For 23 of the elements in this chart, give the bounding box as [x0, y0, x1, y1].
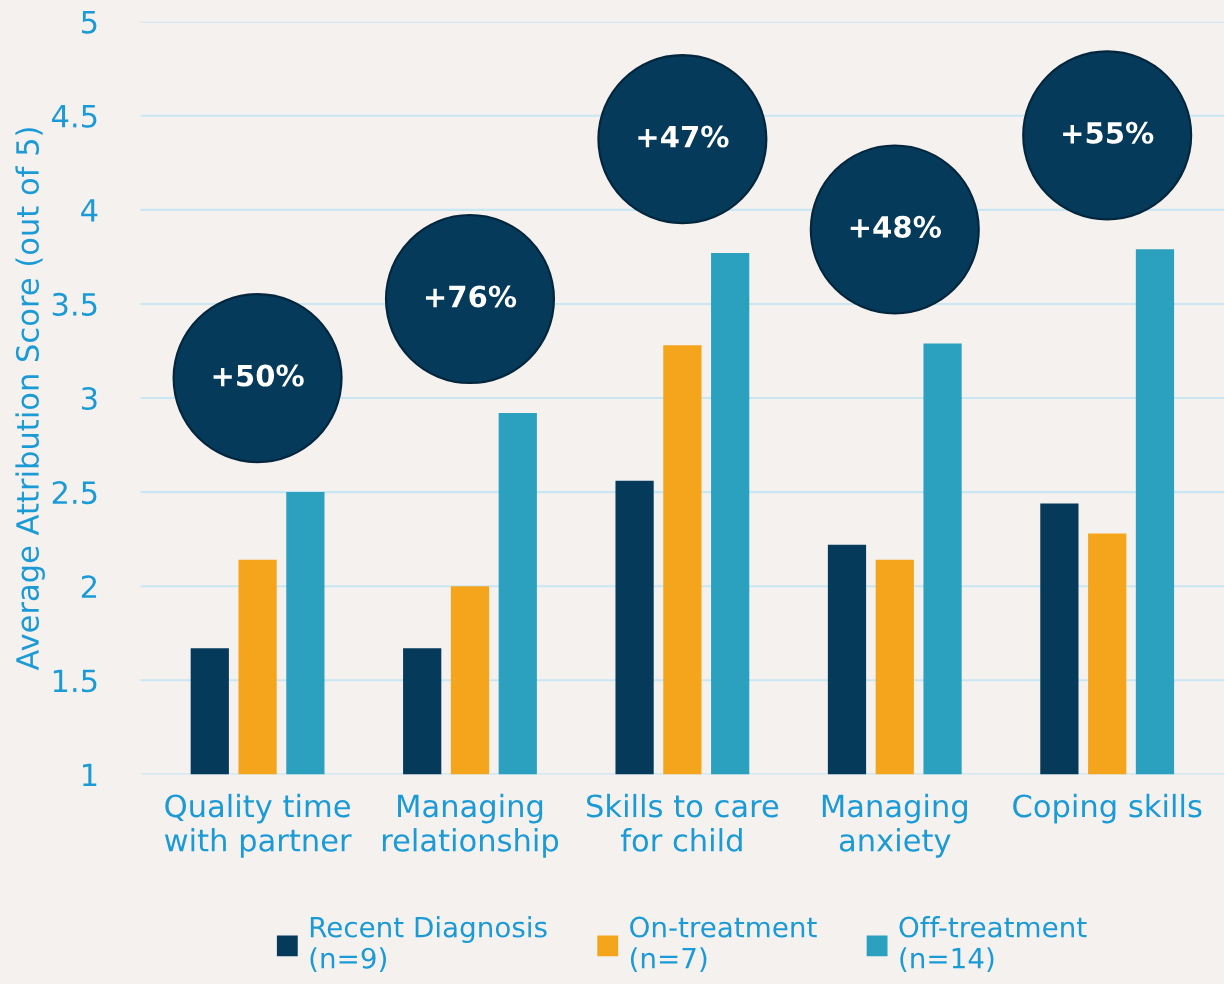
y-tick-label: 3: [81, 386, 97, 411]
legend-label: Recent Diagnosis (n=9): [310, 916, 547, 972]
annotation: +48%: [850, 215, 941, 238]
y-tick-label: 4: [81, 199, 98, 222]
x-tick-label: Coping skills: [1013, 793, 1202, 824]
legend-label: On-treatment (n=7): [630, 916, 817, 972]
y-tick-label: 1.5: [53, 669, 97, 693]
annotation: +47%: [638, 125, 729, 148]
y-tick-label: 2.5: [52, 481, 97, 505]
x-tick-label: Quality time with partner: [164, 793, 352, 858]
y-tick-label: 2: [81, 575, 97, 598]
y-tick-label: 1: [83, 763, 97, 787]
x-tick-label: Managing anxiety: [822, 793, 967, 858]
y-axis-title: Average Attribution Score (out of 5): [15, 128, 45, 671]
annotation: +55%: [1063, 121, 1154, 144]
x-tick-label: Managing relationship: [382, 793, 559, 858]
annotation: +50%: [213, 364, 304, 387]
y-tick-label: 4.5: [51, 105, 97, 128]
x-tick-label: Skills to care for child: [587, 793, 779, 852]
legend-label: Off-treatment (n=14): [899, 916, 1087, 972]
y-tick-label: 5: [82, 10, 97, 34]
annotation: +76%: [425, 285, 517, 308]
y-tick-label: 3.5: [52, 292, 97, 316]
